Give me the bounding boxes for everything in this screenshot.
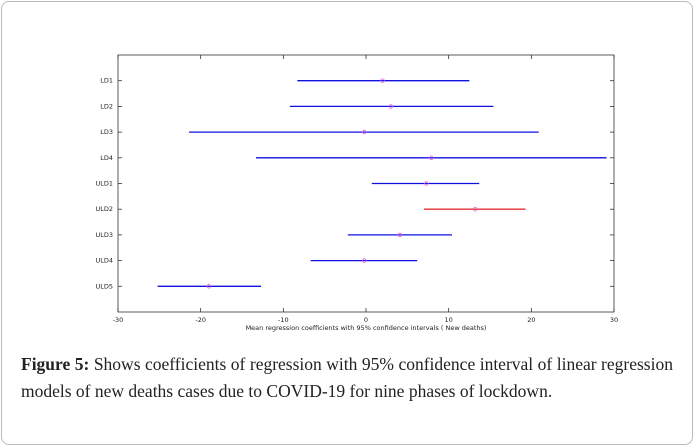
y-tick-label: ULD5 (95, 282, 113, 290)
mean-marker (380, 78, 385, 83)
y-tick-label: ULD3 (95, 231, 113, 239)
y-tick-label: ULD2 (95, 205, 113, 213)
x-tick-label: 10 (445, 316, 453, 324)
mean-marker (388, 104, 393, 109)
caption-text: Shows coefficients of regression with 95… (21, 354, 673, 401)
mean-marker (206, 284, 212, 289)
mean-marker (429, 155, 434, 160)
y-tick-label: ULD1 (95, 180, 113, 188)
y-tick-label: LD3 (100, 128, 113, 136)
x-axis-label: Mean regression coefficients with 95% co… (246, 324, 487, 332)
y-tick-label: ULD4 (95, 257, 113, 265)
mean-marker (362, 258, 367, 263)
y-tick-label: LD4 (100, 154, 113, 162)
caption: Figure 5: Shows coefficients of regressi… (21, 351, 673, 405)
x-tick-label: -10 (278, 316, 289, 324)
x-tick-label: -30 (113, 316, 124, 324)
x-tick-label: 0 (364, 316, 368, 324)
x-tick-label: 30 (610, 316, 618, 324)
mean-marker (362, 129, 367, 135)
plot-box (117, 54, 615, 313)
mean-marker (397, 232, 403, 238)
x-tick-label: 20 (527, 316, 535, 324)
y-tick-label: LD1 (100, 77, 113, 85)
caption-label: Figure 5: (21, 354, 90, 374)
mean-marker (424, 181, 429, 186)
x-tick-label: -20 (195, 316, 206, 324)
y-tick-label: LD2 (100, 102, 113, 110)
mean-marker (472, 206, 478, 212)
